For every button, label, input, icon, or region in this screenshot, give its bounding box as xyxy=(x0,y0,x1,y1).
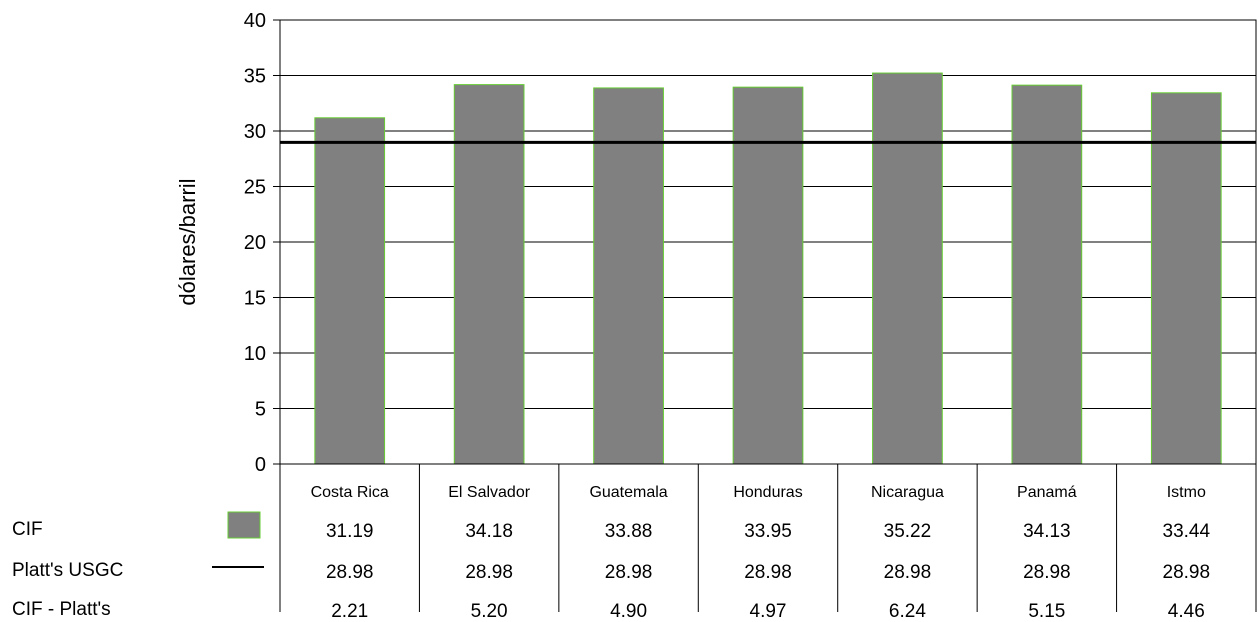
y-tick-label: 0 xyxy=(255,454,266,476)
bar xyxy=(593,87,664,465)
table-cell: 28.98 xyxy=(465,562,513,583)
table-cell: 31.19 xyxy=(326,521,374,542)
x-tick-label: El Salvador xyxy=(448,484,530,501)
table-cell: 33.88 xyxy=(605,521,653,542)
bar xyxy=(1150,92,1222,465)
y-tick-labels: 0 5 10 15 20 25 30 35 40 xyxy=(244,10,280,476)
y-tick-label: 20 xyxy=(244,232,266,254)
bars xyxy=(314,72,1222,465)
y-tick-label: 15 xyxy=(244,288,266,310)
y-tick-label: 40 xyxy=(244,10,266,32)
table-cell: 28.98 xyxy=(744,562,792,583)
y-tick-label: 35 xyxy=(244,66,266,88)
table-cell: 6.24 xyxy=(889,601,926,622)
y-tick-label: 5 xyxy=(255,399,266,421)
bar xyxy=(314,117,386,465)
table-cell: 33.44 xyxy=(1163,521,1211,542)
table-cell: 4.97 xyxy=(750,601,787,622)
y-axis-label: dólares/barril xyxy=(175,178,200,305)
y-tick-label: 30 xyxy=(244,121,266,143)
y-tick-label: 25 xyxy=(244,177,266,199)
table-cell: 4.46 xyxy=(1168,601,1205,622)
table-cell: 28.98 xyxy=(326,562,374,583)
table-cell: 4.90 xyxy=(610,601,647,622)
table-cell: 28.98 xyxy=(1163,562,1211,583)
table-cell: 5.15 xyxy=(1028,601,1065,622)
table-row-label: CIF xyxy=(12,519,43,540)
table-cell: 5.20 xyxy=(471,601,508,622)
table-cell: 34.13 xyxy=(1023,521,1071,542)
table-row-label: CIF - Platt's xyxy=(12,599,111,620)
table-cell: 35.22 xyxy=(884,521,932,542)
table-cell: 28.98 xyxy=(1023,562,1071,583)
table-cell: 28.98 xyxy=(605,562,653,583)
x-tick-label: Honduras xyxy=(733,484,802,501)
x-tick-label: Nicaragua xyxy=(871,484,944,501)
data-table: Costa Rica El Salvador Guatemala Honduras Ni… xyxy=(12,464,1257,622)
table-cell: 34.18 xyxy=(465,521,513,542)
table-cell: 33.95 xyxy=(744,521,792,542)
x-tick-label: Panamá xyxy=(1017,484,1077,501)
y-tick-label: 10 xyxy=(244,343,266,365)
table-row-label: Platt's USGC xyxy=(12,560,123,581)
table-cell: 28.98 xyxy=(884,562,932,583)
legend-key-cif xyxy=(227,511,261,539)
table-cell: 2.21 xyxy=(331,601,368,622)
x-tick-label: Guatemala xyxy=(589,484,667,501)
x-tick-label: Istmo xyxy=(1167,484,1206,501)
bar xyxy=(453,84,525,465)
bar xyxy=(872,72,943,465)
x-tick-label: Costa Rica xyxy=(311,484,389,501)
